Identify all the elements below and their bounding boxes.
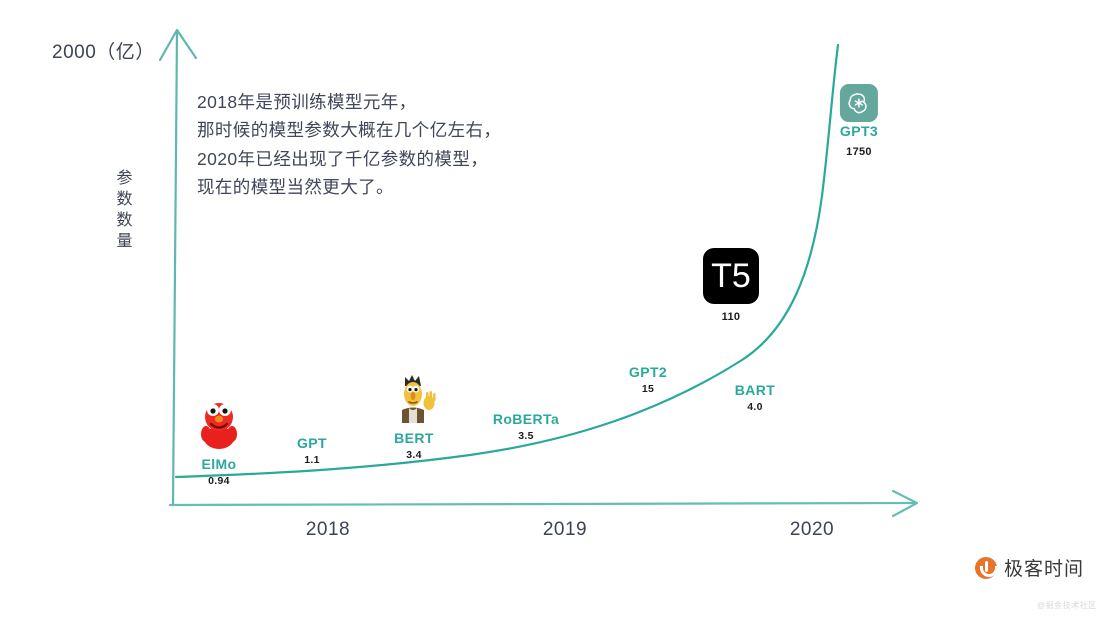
datapoint-bert: BERT 3.4 <box>390 372 438 461</box>
datapoint-gpt2: GPT2 15 <box>628 364 668 396</box>
datapoint-label: BERT <box>394 430 434 446</box>
x-axis-arrowhead <box>891 489 919 518</box>
y-axis-title-char: 量 <box>116 233 134 251</box>
annotation-line: 现在的模型当然更大了。 <box>197 177 394 198</box>
y-axis-arrowhead <box>158 28 198 62</box>
y-axis-title-char: 参 <box>116 170 134 187</box>
x-axis-line <box>168 501 917 507</box>
annotation-line: 2018年是预训练模型元年， <box>197 92 417 112</box>
datapoint-elmo: ElMo 0.94 <box>197 398 241 487</box>
bert-muppet-icon <box>390 372 438 429</box>
datapoint-value: 1750 <box>846 146 872 159</box>
x-tick-2018: 2018 <box>305 519 351 540</box>
datapoint-value: 1.1 <box>304 454 320 467</box>
y-axis-top-label: 2000（亿） <box>52 42 155 63</box>
datapoint-label: RoBERTa <box>492 411 560 427</box>
datapoint-value: 0.94 <box>208 475 230 488</box>
watermark-text: @掘金技术社区 <box>1037 601 1097 610</box>
datapoint-value: 3.5 <box>518 430 534 443</box>
elmo-muppet-icon <box>197 398 241 455</box>
brand-name: 极客时间 <box>1004 558 1085 580</box>
datapoint-label: GPT3 <box>839 123 879 139</box>
x-tick-2020: 2020 <box>789 519 835 540</box>
y-axis-title-char: 数 <box>116 191 134 209</box>
t5-tile-icon: T5 <box>703 248 759 304</box>
y-axis-title: 参 数 数 量 <box>112 168 138 252</box>
datapoint-label: GPT2 <box>628 364 668 380</box>
annotation-line: 那时候的模型参数大概在几个亿左右， <box>197 120 502 141</box>
t5-tile-label: T5 <box>703 248 759 304</box>
x-tick-2019: 2019 <box>542 519 588 540</box>
annotation-text: 2018年是预训练模型元年， 那时候的模型参数大概在几个亿左右， 2020年已经… <box>197 88 501 201</box>
datapoint-value: 110 <box>721 311 741 323</box>
y-axis-line <box>171 30 179 507</box>
datapoint-label: BART <box>734 382 776 398</box>
datapoint-t5: T5 110 <box>703 248 759 323</box>
datapoint-value: 4.0 <box>747 401 763 414</box>
datapoint-value: 15 <box>641 383 655 396</box>
brand-logo: 极客时间 <box>975 554 1084 581</box>
geekbang-mark-icon <box>975 556 998 579</box>
annotation-line: 2020年已经出现了千亿参数的模型， <box>197 148 489 169</box>
datapoint-gpt3: GPT3 1750 <box>839 84 879 159</box>
datapoint-roberta: RoBERTa 3.5 <box>492 411 560 443</box>
datapoint-value: 3.4 <box>406 449 422 462</box>
growth-curve <box>174 43 840 479</box>
datapoint-label: ElMo <box>201 456 237 472</box>
y-axis-title-char: 数 <box>116 212 134 230</box>
datapoint-label: GPT <box>297 435 327 451</box>
datapoint-gpt: GPT 1.1 <box>297 435 327 467</box>
datapoint-bart: BART 4.0 <box>734 382 776 414</box>
openai-logo-icon <box>839 84 878 122</box>
